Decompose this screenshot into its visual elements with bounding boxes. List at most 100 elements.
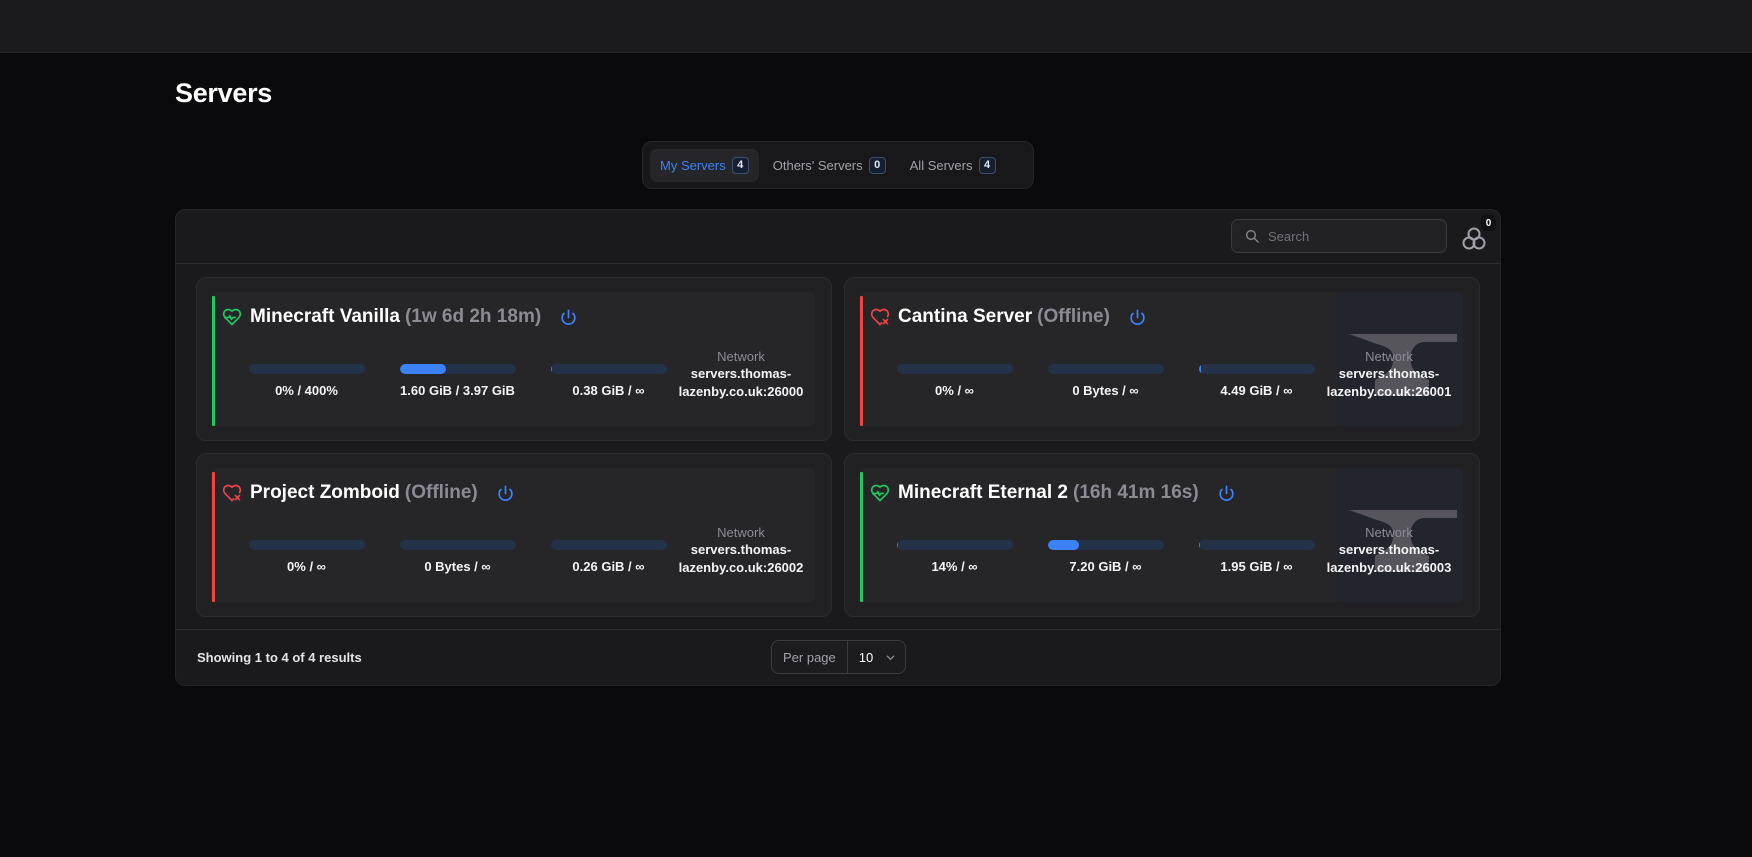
server-card-body: Minecraft Eternal 2 (16h 41m 16s) 14% / … <box>859 468 1463 602</box>
disk-stat: 4.49 GiB / ∞ <box>1181 364 1332 398</box>
pagination-footer: Showing 1 to 4 of 4 results Per page 10 <box>176 629 1500 685</box>
cpu-progress-bar <box>248 540 365 550</box>
server-title: Minecraft Eternal 2 (16h 41m 16s) <box>870 482 1236 504</box>
server-name[interactable]: Minecraft Eternal 2 <box>898 482 1068 503</box>
server-card-body: Minecraft Vanilla (1w 6d 2h 18m) 0% / 40… <box>211 292 815 426</box>
resource-stats: 0% / ∞ 0 Bytes / ∞ 0.26 GiB / ∞ <box>231 540 684 574</box>
heart-off-icon <box>222 484 242 502</box>
server-uptime: (1w 6d 2h 18m) <box>404 306 542 327</box>
disk-stat: 0.26 GiB / ∞ <box>533 540 684 574</box>
disk-progress-bar <box>550 540 667 550</box>
per-page-select[interactable]: Per page 10 <box>771 640 906 674</box>
tab-count-badge: 0 <box>868 156 886 174</box>
server-status-text: (Offline) <box>404 482 478 503</box>
server-card[interactable]: Minecraft Eternal 2 (16h 41m 16s) 14% / … <box>844 453 1480 617</box>
disk-usage: 0.26 GiB / ∞ <box>572 559 645 574</box>
per-page-label: Per page <box>772 641 848 673</box>
heart-pulse-icon <box>222 308 242 326</box>
memory-usage: 7.20 GiB / ∞ <box>1069 559 1142 574</box>
server-card[interactable]: Project Zomboid (Offline) 0% / ∞ 0 Bytes… <box>196 453 832 617</box>
resource-stats: 0% / 400% 1.60 GiB / 3.97 GiB 0.38 GiB /… <box>231 364 684 398</box>
network-label: Network <box>1365 525 1413 540</box>
network-address: servers.thomas-lazenby.co.uk:26002 <box>678 542 804 575</box>
resource-stats: 14% / ∞ 7.20 GiB / ∞ 1.95 GiB / ∞ <box>879 540 1332 574</box>
search-box[interactable] <box>1231 219 1447 253</box>
status-indicator-bar <box>860 472 863 602</box>
cpu-usage: 14% / ∞ <box>931 559 978 574</box>
memory-progress-bar <box>399 364 516 374</box>
cpu-usage: 0% / 400% <box>275 383 338 398</box>
server-card[interactable]: Minecraft Vanilla (1w 6d 2h 18m) 0% / 40… <box>196 277 832 441</box>
server-filter-tabs: My Servers 4 Others' Servers 0 All Serve… <box>642 141 1034 189</box>
server-card[interactable]: Cantina Server (Offline) 0% / ∞ 0 Bytes … <box>844 277 1480 441</box>
tab-count-badge: 4 <box>978 156 996 174</box>
egg-image <box>1337 468 1463 602</box>
network-info: Network servers.thomas-lazenby.co.uk:260… <box>1319 348 1459 401</box>
memory-usage: 0 Bytes / ∞ <box>1072 383 1139 398</box>
server-title: Minecraft Vanilla (1w 6d 2h 18m) <box>222 306 578 328</box>
server-card-body: Project Zomboid (Offline) 0% / ∞ 0 Bytes… <box>211 468 815 602</box>
filter-button[interactable] <box>1459 219 1499 255</box>
heart-off-icon <box>870 308 890 326</box>
disk-usage: 0.38 GiB / ∞ <box>572 383 645 398</box>
results-summary: Showing 1 to 4 of 4 results <box>197 650 362 665</box>
status-indicator-bar <box>212 472 215 602</box>
servers-panel: 0 Minecraft Vanilla (1w 6d 2h 18m) 0% / … <box>175 209 1501 686</box>
panel-toolbar: 0 <box>176 210 1500 264</box>
server-uptime: (16h 41m 16s) <box>1073 482 1199 503</box>
page-title: Servers <box>175 78 272 108</box>
status-indicator-bar <box>212 296 215 426</box>
power-button[interactable] <box>559 308 578 327</box>
disk-progress-bar <box>1198 540 1315 550</box>
server-name[interactable]: Cantina Server <box>898 306 1033 327</box>
disk-usage: 4.49 GiB / ∞ <box>1220 383 1293 398</box>
network-address: servers.thomas-lazenby.co.uk:26003 <box>1326 542 1452 575</box>
network-label: Network <box>717 525 765 540</box>
tab-my-servers[interactable]: My Servers 4 <box>650 148 759 182</box>
disk-stat: 0.38 GiB / ∞ <box>533 364 684 398</box>
network-label: Network <box>717 349 765 364</box>
cpu-progress-bar <box>248 364 365 374</box>
cpu-usage: 0% / ∞ <box>935 383 974 398</box>
heart-pulse-icon <box>870 484 890 502</box>
filter-count-badge: 0 <box>1481 215 1496 231</box>
network-address: servers.thomas-lazenby.co.uk:26001 <box>1326 366 1452 399</box>
power-button[interactable] <box>496 484 515 503</box>
per-page-dropdown[interactable]: 10 <box>848 650 896 665</box>
memory-stat: 1.60 GiB / 3.97 GiB <box>382 364 533 398</box>
memory-stat: 7.20 GiB / ∞ <box>1030 540 1181 574</box>
tab-all-servers[interactable]: All Servers 4 <box>900 149 1006 182</box>
tab-others-servers[interactable]: Others' Servers 0 <box>763 149 896 182</box>
disk-stat: 1.95 GiB / ∞ <box>1181 540 1332 574</box>
resource-stats: 0% / ∞ 0 Bytes / ∞ 4.49 GiB / ∞ <box>879 364 1332 398</box>
cpu-progress-bar <box>896 364 1013 374</box>
power-button[interactable] <box>1128 308 1147 327</box>
cpu-progress-bar <box>896 540 1013 550</box>
network-info: Network servers.thomas-lazenby.co.uk:260… <box>671 524 811 577</box>
server-card-body: Cantina Server (Offline) 0% / ∞ 0 Bytes … <box>859 292 1463 426</box>
power-button[interactable] <box>1217 484 1236 503</box>
power-icon <box>561 309 576 325</box>
disk-progress-bar <box>550 364 667 374</box>
server-name[interactable]: Minecraft Vanilla <box>250 306 400 327</box>
network-address: servers.thomas-lazenby.co.uk:26000 <box>678 366 804 399</box>
server-status-text: (Offline) <box>1037 306 1110 327</box>
cpu-stat: 0% / 400% <box>231 364 382 398</box>
memory-usage: 1.60 GiB / 3.97 GiB <box>400 383 515 398</box>
tab-label: Others' Servers <box>772 157 863 173</box>
memory-progress-bar <box>1047 364 1164 374</box>
search-icon <box>1246 230 1259 243</box>
memory-usage: 0 Bytes / ∞ <box>424 559 491 574</box>
power-icon <box>1219 485 1234 501</box>
egg-image <box>1337 292 1463 426</box>
top-navbar <box>0 0 1752 53</box>
tab-label: All Servers <box>909 157 973 173</box>
memory-progress-bar <box>1047 540 1164 550</box>
disk-progress-bar <box>1198 364 1315 374</box>
power-icon <box>498 485 513 501</box>
search-input[interactable] <box>1268 228 1428 244</box>
tab-count-badge: 4 <box>731 156 749 174</box>
status-indicator-bar <box>860 296 863 426</box>
server-name[interactable]: Project Zomboid <box>250 482 400 503</box>
cpu-stat: 0% / ∞ <box>879 364 1030 398</box>
